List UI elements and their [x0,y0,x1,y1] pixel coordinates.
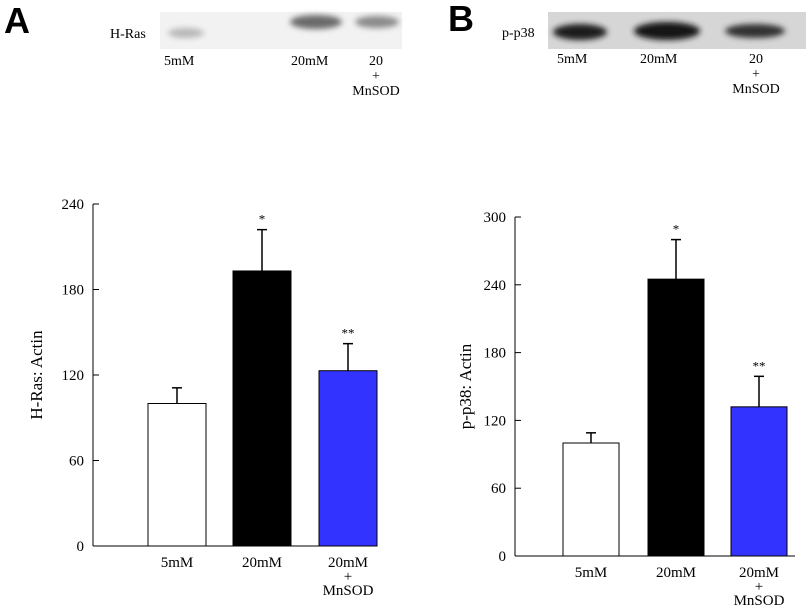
y-tick-label-a-3: 180 [62,283,85,299]
blot-a-lane1-label: 5mM [164,54,195,69]
y-tick-label-b-5: 300 [484,210,507,226]
y-tick-label-a-4: 240 [62,197,85,213]
blot-b-lane3-label-line3: MnSOD [732,82,779,97]
blot-b-band-lane1 [553,24,607,40]
blot-a-band-lane2 [290,15,342,29]
significance-b-2: ** [753,358,766,373]
blot-a-lane3-label-line1: 20 [369,54,383,69]
y-tick-label-b-0: 0 [499,549,507,565]
significance-a-1: * [259,212,266,227]
x-tick-label-a-0-0: 5mM [161,555,194,571]
blot-a-lane3-label-line2: + [372,69,380,84]
bar-a-2 [318,370,378,547]
x-tick-label-b-1-0: 20mM [656,565,696,581]
blot-b-band-lane2 [634,22,700,40]
y-tick-label-a-1: 60 [69,454,84,470]
panel-letter-b: B [448,0,474,39]
blot-b-lane3-label-line1: 20 [749,52,763,67]
blot-a-band-lane3 [355,16,399,28]
bar-a-1 [232,270,292,547]
x-tick-label-a-2-0: 20mM [328,555,368,571]
bar-b-1 [647,278,705,557]
panel-letter-a: A [4,0,30,41]
blot-b-lane2-label: 20mM [640,52,678,67]
blot-a-band-lane1 [168,28,204,38]
x-tick-label-b-2-1: + [755,579,763,595]
significance-b-1: * [673,222,680,237]
x-tick-label-a-1-0: 20mM [242,555,282,571]
y-tick-label-b-4: 240 [484,278,507,294]
significance-a-2: ** [342,326,355,341]
y-tick-label-a-2: 120 [62,368,85,384]
bar-b-2 [730,406,788,557]
y-tick-label-a-0: 0 [77,539,85,555]
y-axis-label-b: p-p38: Actin [456,343,475,429]
x-tick-label-a-2-2: MnSOD [323,583,374,599]
y-tick-label-b-1: 60 [491,481,506,497]
y-tick-label-b-2: 120 [484,413,507,429]
bar-a-0 [147,403,207,547]
blot-a-lane2-label: 20mM [291,54,329,69]
blot-a-lane3-label-line3: MnSOD [352,84,399,99]
bar-b-0 [562,442,620,557]
blot-a: H-Ras 5mM 20mM 20 + MnSOD [110,12,402,99]
blot-b-lane3-label-line2: + [752,67,760,82]
y-tick-label-b-3: 180 [484,346,507,362]
blot-b: p-p38 5mM 20mM 20 + MnSOD [502,12,806,97]
blot-b-band-lane3 [725,24,785,38]
x-tick-label-b-0-0: 5mM [575,565,608,581]
x-tick-label-b-2-2: MnSOD [734,593,785,609]
blot-b-label: p-p38 [502,26,535,41]
x-tick-label-a-2-1: + [344,569,352,585]
bar-chart-b: 0 60 120 180 240 300 p-p38: Actin 5mM * 20mM ** 20m… [456,210,795,609]
x-tick-label-b-2-0: 20mM [739,565,779,581]
blot-a-label: H-Ras [110,27,146,42]
y-axis-label-a: H-Ras: Actin [27,330,46,420]
blot-b-lane1-label: 5mM [557,52,588,67]
